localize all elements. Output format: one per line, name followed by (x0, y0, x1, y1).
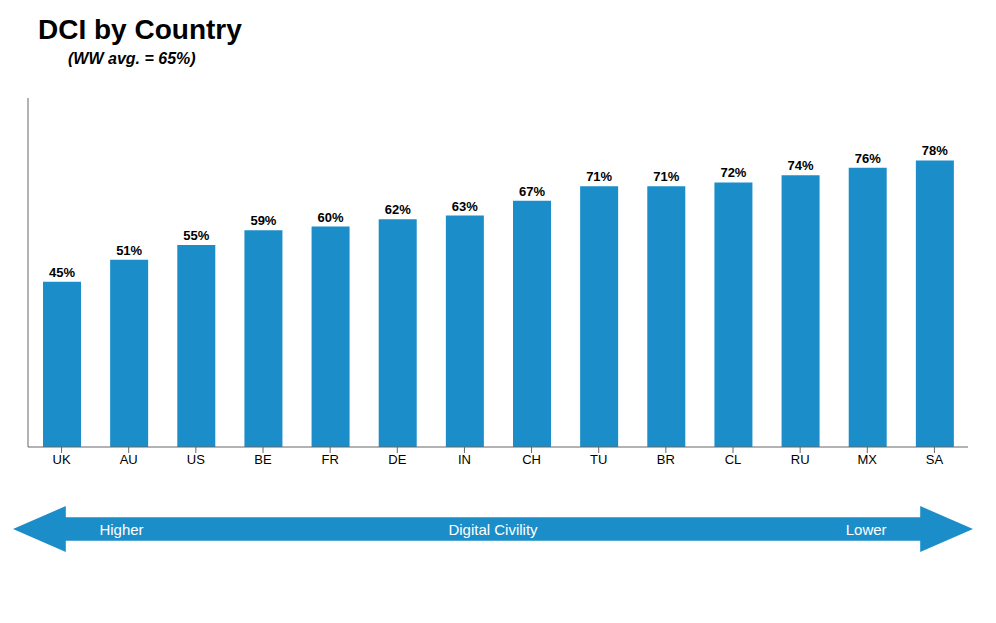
svg-text:71%: 71% (653, 169, 679, 184)
svg-text:TU: TU (590, 452, 607, 467)
svg-text:71%: 71% (586, 169, 612, 184)
svg-text:Higher: Higher (99, 521, 143, 538)
svg-text:78%: 78% (922, 143, 948, 158)
svg-text:DE: DE (388, 452, 406, 467)
svg-text:AU: AU (120, 452, 138, 467)
svg-text:45%: 45% (49, 265, 75, 280)
html-text:DCI by Country: DCI by Country (38, 14, 242, 45)
svg-text:76%: 76% (855, 151, 881, 166)
svg-text:FR: FR (321, 452, 338, 467)
svg-text:51%: 51% (116, 243, 142, 258)
svg-text:55%: 55% (183, 228, 209, 243)
svg-text:Lower: Lower (846, 521, 887, 538)
svg-text:UK: UK (53, 452, 71, 467)
svg-text:IN: IN (458, 452, 471, 467)
svg-text:CH: CH (522, 452, 541, 467)
svg-text:63%: 63% (452, 199, 478, 214)
svg-text:67%: 67% (519, 184, 545, 199)
svg-text:BR: BR (657, 452, 675, 467)
svg-text:CL: CL (725, 452, 742, 467)
html-text:(WW avg. = 65%): (WW avg. = 65%) (68, 50, 196, 67)
svg-text:MX: MX (858, 452, 878, 467)
svg-text:60%: 60% (318, 210, 344, 225)
svg-text:RU: RU (791, 452, 810, 467)
svg-text:62%: 62% (385, 202, 411, 217)
svg-text:59%: 59% (250, 213, 276, 228)
svg-text:72%: 72% (720, 165, 746, 180)
svg-text:Digital Civility: Digital Civility (448, 521, 538, 538)
svg-text:BE: BE (254, 452, 272, 467)
svg-text:US: US (187, 452, 205, 467)
svg-text:74%: 74% (788, 158, 814, 173)
svg-text:SA: SA (926, 452, 944, 467)
